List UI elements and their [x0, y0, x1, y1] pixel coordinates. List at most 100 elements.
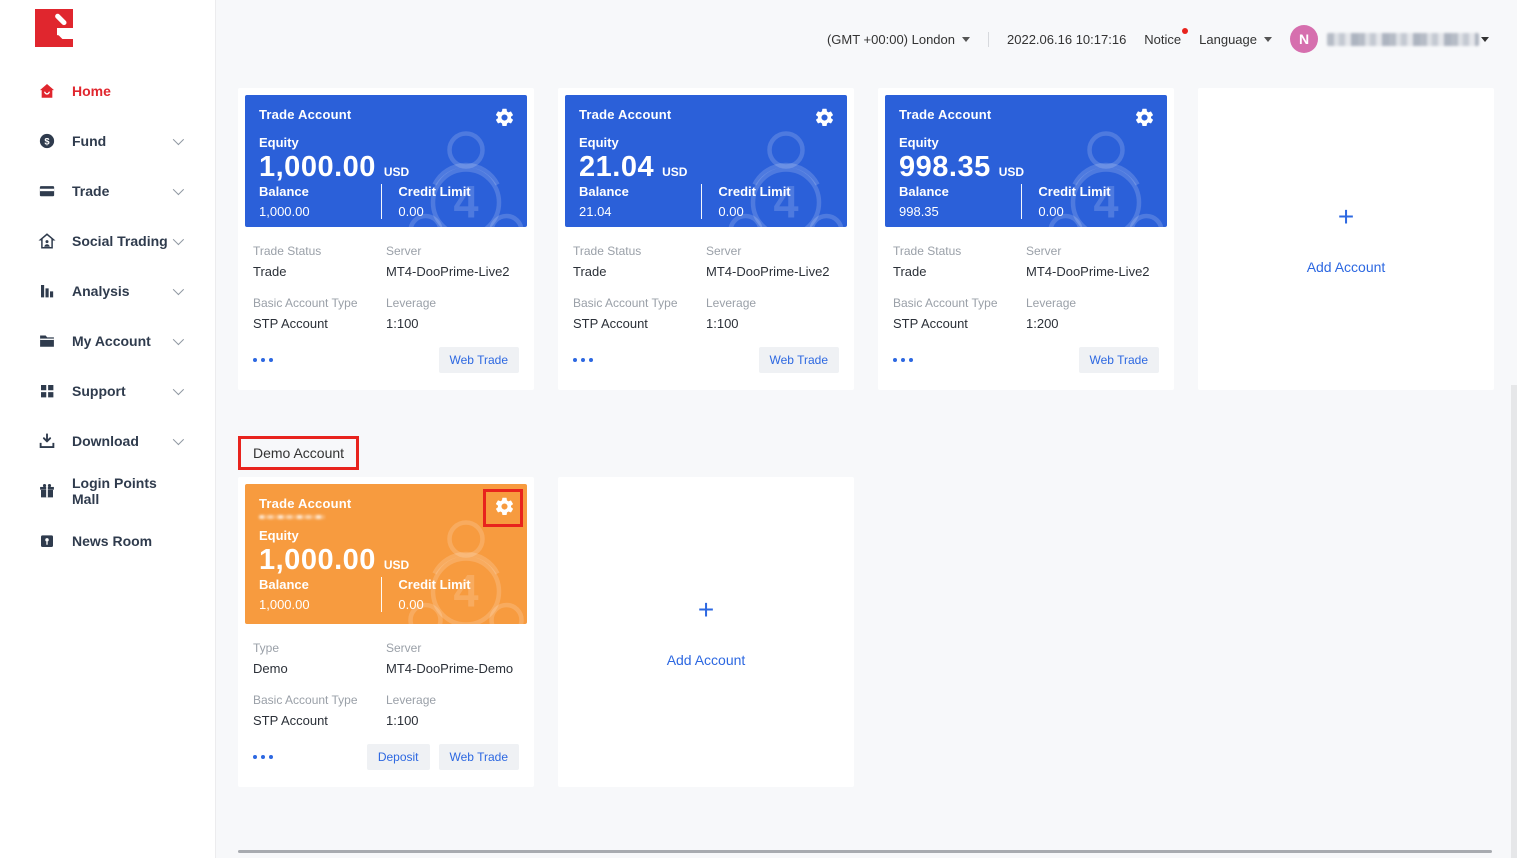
sidebar-item-login-points-mall[interactable]: Login Points Mall: [0, 466, 215, 516]
gear-icon[interactable]: [494, 496, 515, 517]
sidebar-item-fund[interactable]: $ Fund: [0, 116, 215, 166]
mt4-watermark-icon: 4: [1048, 131, 1164, 228]
more-options-button[interactable]: [573, 358, 593, 362]
download-icon: [38, 432, 56, 450]
datetime-label: 2022.06.16 10:17:16: [1007, 31, 1127, 47]
demo-section-label: Demo Account: [253, 445, 345, 461]
more-options-button[interactable]: [253, 358, 273, 362]
more-options-button[interactable]: [253, 755, 273, 759]
timezone-selector[interactable]: (GMT +00:00) London: [827, 32, 971, 47]
sidebar: Home $ Fund Trade Social Trading Analysis My A…: [0, 0, 216, 858]
sidebar-item-label: Fund: [72, 133, 107, 149]
datetime-display: 2022.06.16 10:17:16: [1007, 32, 1126, 47]
detail-label: Server: [1026, 244, 1062, 258]
gear-icon[interactable]: [494, 107, 515, 128]
balance-value: 1,000.00: [259, 204, 310, 219]
detail-cell: Trade Status Trade: [573, 244, 706, 279]
account-card: Trade Account Equity 21.04 USD Balance 2…: [558, 88, 854, 390]
fund-icon: $: [38, 132, 56, 150]
sidebar-item-support[interactable]: Support: [0, 366, 215, 416]
detail-cell: Leverage 1:100: [706, 296, 839, 331]
credit-limit-label: Credit Limit: [398, 577, 471, 592]
username-redacted: [1327, 32, 1479, 46]
detail-label: Leverage: [706, 296, 757, 310]
sidebar-item-trade[interactable]: Trade: [0, 166, 215, 216]
detail-cell: Leverage 1:100: [386, 296, 519, 331]
card-footer: Deposit Web Trade: [245, 728, 527, 780]
detail-label: Basic Account Type: [253, 296, 358, 310]
svg-text:4: 4: [1093, 177, 1118, 228]
sidebar-item-analysis[interactable]: Analysis: [0, 266, 215, 316]
web-trade-button[interactable]: Web Trade: [438, 347, 519, 373]
detail-label: Basic Account Type: [893, 296, 998, 310]
sidebar-item-label: Login Points Mall: [72, 475, 157, 507]
add-account-label: Add Account: [1306, 259, 1386, 275]
detail-value: MT4-DooPrime-Live2: [386, 264, 510, 279]
account-panel: Trade Account Equity 998.35 USD Balance …: [885, 95, 1167, 227]
balance-label: Balance: [259, 184, 309, 199]
detail-label: Leverage: [386, 296, 437, 310]
card-actions: Web Trade: [758, 347, 839, 373]
add-account-card[interactable]: + Add Account: [558, 477, 854, 787]
vertical-scrollbar[interactable]: [1511, 385, 1517, 858]
account-card: Trade Account Equity 998.35 USD Balance …: [878, 88, 1174, 390]
balance-label: Balance: [579, 184, 629, 199]
plus-icon: +: [1337, 201, 1355, 232]
web-trade-button[interactable]: Web Trade: [1078, 347, 1159, 373]
horizontal-scrollbar[interactable]: [238, 850, 1492, 853]
detail-value: Trade: [573, 264, 607, 279]
equity-value: 1,000.00: [259, 544, 376, 576]
detail-label: Basic Account Type: [253, 693, 358, 707]
sidebar-item-my-account[interactable]: My Account: [0, 316, 215, 366]
deposit-button[interactable]: Deposit: [366, 744, 430, 770]
notice-button[interactable]: Notice: [1144, 27, 1189, 47]
detail-label: Server: [706, 244, 742, 258]
more-options-button[interactable]: [893, 358, 913, 362]
trade-wallet-icon: [38, 182, 56, 200]
equity-label: Equity: [259, 528, 299, 543]
detail-cell: Basic Account Type STP Account: [893, 296, 1026, 331]
credit-limit-label: Credit Limit: [1038, 184, 1111, 199]
sidebar-item-label: Home: [72, 83, 111, 99]
sidebar-item-home[interactable]: Home: [0, 66, 215, 116]
annotation-box-demo-label: Demo Account: [238, 436, 360, 470]
folder-icon: [38, 332, 56, 350]
news-icon: [38, 532, 56, 550]
credit-limit-value: 0.00: [398, 204, 424, 219]
gear-icon[interactable]: [1134, 107, 1155, 128]
language-selector[interactable]: Language: [1199, 32, 1272, 47]
credit-limit-label: Credit Limit: [398, 184, 471, 199]
web-trade-button[interactable]: Web Trade: [758, 347, 839, 373]
topbar: (GMT +00:00) London 2022.06.16 10:17:16 …: [216, 0, 1517, 64]
detail-cell: Server MT4-DooPrime-Live2: [706, 244, 839, 279]
equity-value: 998.35: [899, 151, 991, 183]
sidebar-item-news-room[interactable]: News Room: [0, 516, 215, 566]
detail-value: MT4-DooPrime-Demo: [386, 661, 514, 676]
card-details: Trade Status Trade Server MT4-DooPrime-Live…: [245, 227, 527, 331]
mt4-watermark-icon: 4: [408, 520, 524, 624]
user-menu[interactable]: N: [1290, 25, 1489, 53]
social-trading-icon: [38, 232, 56, 250]
detail-value: MT4-DooPrime-Live2: [1026, 264, 1150, 279]
detail-label: Server: [386, 641, 422, 655]
card-actions: Web Trade: [1078, 347, 1159, 373]
sidebar-item-social-trading[interactable]: Social Trading: [0, 216, 215, 266]
chevron-down-icon: [172, 283, 185, 296]
doo-prime-logo[interactable]: [35, 9, 73, 47]
chevron-down-icon: [172, 133, 185, 146]
balance-label: Balance: [259, 577, 309, 592]
chevron-down-icon: [172, 333, 185, 346]
detail-cell: Server MT4-DooPrime-Live2: [1026, 244, 1159, 279]
detail-cell: Type Demo: [253, 641, 386, 676]
sidebar-item-download[interactable]: Download: [0, 416, 215, 466]
gear-icon[interactable]: [814, 107, 835, 128]
detail-label: Leverage: [1026, 296, 1077, 310]
web-trade-button[interactable]: Web Trade: [438, 744, 519, 770]
chevron-down-icon: [172, 383, 185, 396]
chevron-down-icon: [962, 36, 971, 42]
detail-label: Type: [253, 641, 280, 655]
avatar: N: [1290, 25, 1318, 53]
detail-cell: Server MT4-DooPrime-Demo: [386, 641, 519, 676]
add-account-card[interactable]: + Add Account: [1198, 88, 1494, 390]
notice-badge-dot: [1182, 27, 1189, 34]
